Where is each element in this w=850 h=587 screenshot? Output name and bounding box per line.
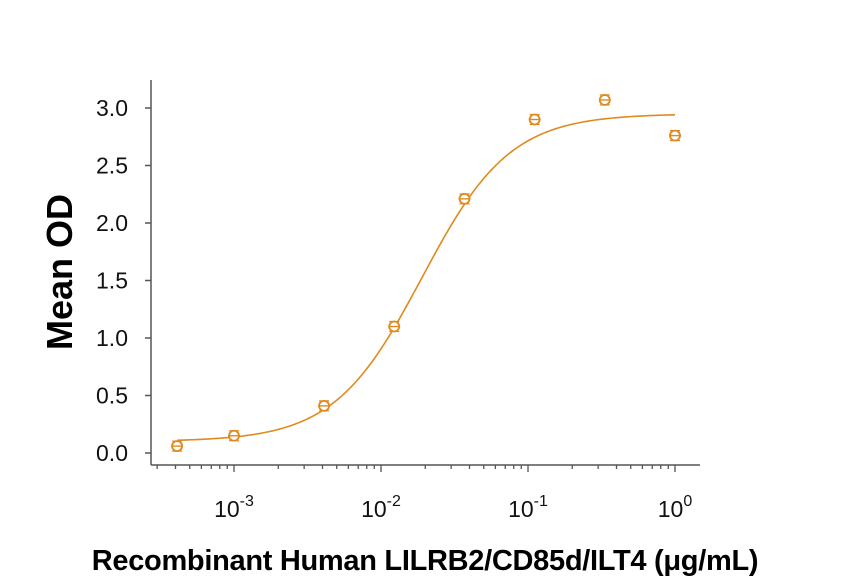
x-axis-label: Recombinant Human LILRB2/CD85d/ILT4 (μg/… (91, 545, 759, 577)
data-point (669, 129, 681, 142)
data-point (228, 429, 240, 442)
dose-response-chart: 0.0 0.5 1.0 1.5 2.0 2.5 3.0 10-3 10-2 10-1 100 Me… (39, 80, 700, 522)
y-tick-label: 2.5 (96, 153, 128, 179)
x-tick-label: 10-1 (508, 493, 548, 522)
y-axis-label: Mean OD (39, 194, 80, 350)
data-point (528, 113, 541, 126)
y-tick-label: 0.0 (96, 440, 128, 466)
x-tick-label: 100 (658, 493, 693, 522)
y-tick-label: 3.0 (96, 95, 128, 121)
x-tick-label: 10-2 (361, 493, 401, 522)
y-tick-label: 0.5 (96, 383, 128, 409)
fit-curve (177, 113, 676, 442)
data-point (598, 94, 611, 106)
data-point (458, 192, 471, 205)
y-axis-ticks: 0.0 0.5 1.0 1.5 2.0 2.5 3.0 (96, 95, 151, 466)
x-tick-label: 10-3 (214, 493, 254, 522)
y-tick-label: 2.0 (96, 210, 128, 236)
x-axis-ticks: 10-3 10-2 10-1 100 (156, 465, 693, 522)
y-tick-label: 1.5 (96, 268, 128, 294)
data-point (318, 399, 331, 412)
data-points (171, 94, 681, 453)
y-tick-label: 1.0 (96, 325, 128, 351)
data-point (171, 440, 184, 453)
data-point (388, 320, 401, 333)
